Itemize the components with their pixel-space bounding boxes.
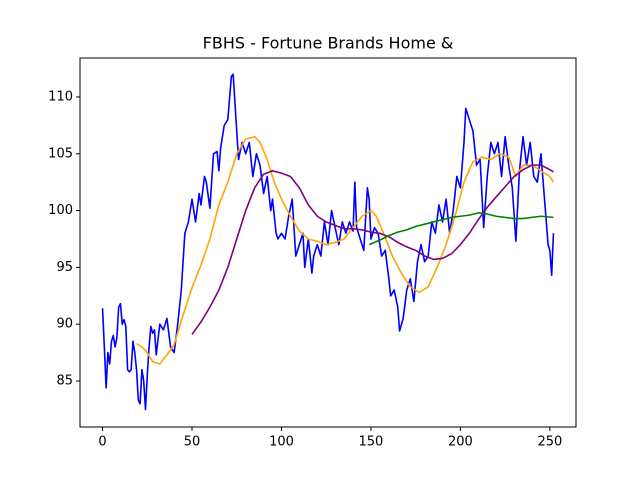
price-line <box>101 73 555 411</box>
y-tick-label: 95 <box>56 260 73 275</box>
x-tick-label: 0 <box>98 435 106 450</box>
x-tick-label: 100 <box>269 435 294 450</box>
y-tick-label: 110 <box>48 89 73 104</box>
price-line <box>368 212 554 246</box>
price-line <box>136 135 555 365</box>
y-tick-label: 100 <box>48 203 73 218</box>
price-line <box>191 164 554 335</box>
plot-frame <box>79 57 577 428</box>
x-tick-label: 200 <box>448 435 473 450</box>
chart-title: FBHS - Fortune Brands Home & <box>203 34 454 53</box>
x-tick-label: 150 <box>359 435 384 450</box>
y-tick-label: 105 <box>48 146 73 161</box>
y-tick-label: 85 <box>56 373 73 388</box>
x-tick-label: 250 <box>537 435 562 450</box>
x-tick-label: 50 <box>184 435 201 450</box>
y-tick-label: 90 <box>56 317 73 332</box>
